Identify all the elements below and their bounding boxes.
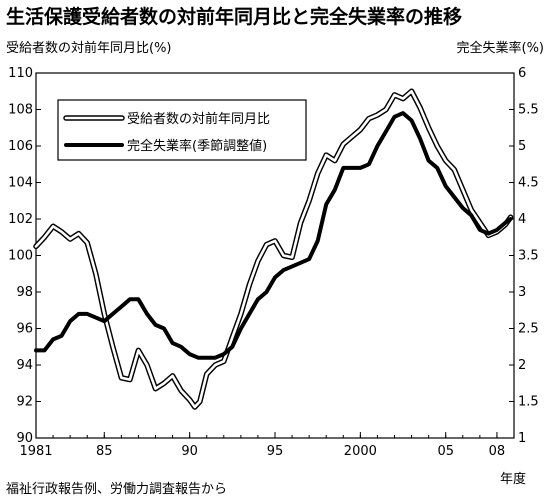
series-line — [34, 111, 513, 360]
legend-label: 受給者数の対前年同月比 — [127, 111, 270, 127]
right-tick-label: 4 — [518, 212, 526, 227]
left-tick-label: 90 — [16, 431, 33, 446]
source-note: 福祉行政報告例、労働力調査報告から — [6, 482, 228, 497]
x-tick-label: 2000 — [344, 444, 377, 459]
x-tick-label: 1981 — [19, 444, 52, 459]
series-1 — [33, 88, 514, 410]
right-tick-label: 3 — [518, 285, 526, 300]
left-tick-label: 102 — [8, 212, 33, 227]
right-tick-label: 3.5 — [518, 249, 539, 264]
right-tick-label: 4.5 — [518, 176, 539, 191]
legend-label: 完全失業率(季節調整値) — [127, 138, 267, 154]
right-tick-label: 1 — [518, 431, 526, 446]
left-tick-label: 100 — [8, 249, 33, 264]
x-tick-label: 08 — [489, 444, 506, 459]
chart-title: 生活保護受給者数の対前年同月比と完全失業率の推移 — [6, 6, 463, 28]
left-tick-label: 108 — [8, 103, 33, 118]
x-tick-label: 85 — [96, 444, 113, 459]
right-tick-label: 6 — [518, 66, 526, 81]
left-tick-label: 92 — [16, 395, 33, 410]
series-line-inner — [34, 90, 512, 409]
right-axis-label: 完全失業率(%) — [456, 41, 545, 56]
right-tick-label: 1.5 — [518, 395, 539, 410]
left-tick-label: 98 — [16, 285, 33, 300]
left-tick-label: 110 — [8, 66, 33, 81]
x-tick-label: 95 — [267, 444, 284, 459]
right-tick-label: 5 — [518, 139, 526, 154]
left-tick-label: 106 — [8, 139, 33, 154]
x-tick-label: 90 — [181, 444, 198, 459]
left-tick-label: 94 — [16, 358, 33, 373]
x-tick-label: 05 — [437, 444, 454, 459]
x-axis-unit-label: 年度 — [500, 472, 527, 487]
right-tick-label: 2 — [518, 358, 526, 373]
left-axis-label: 受給者数の対前年同月比(%) — [6, 41, 172, 56]
right-tick-label: 2.5 — [518, 322, 539, 337]
left-tick-label: 104 — [8, 176, 33, 191]
legend-box — [57, 99, 307, 161]
right-tick-label: 5.5 — [518, 103, 539, 118]
series-2 — [34, 111, 513, 360]
left-tick-label: 96 — [16, 322, 33, 337]
